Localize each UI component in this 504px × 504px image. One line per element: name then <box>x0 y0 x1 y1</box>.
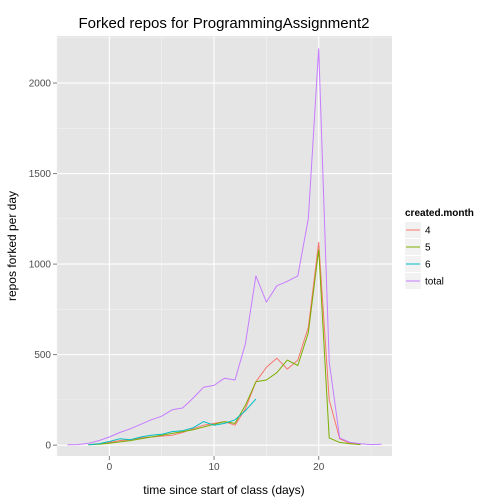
axis-ticks <box>53 82 320 460</box>
x-tick-labels: 0 10 20 <box>107 462 325 473</box>
legend: created.month 4 5 6 total <box>405 208 474 289</box>
plot-panel <box>57 36 392 456</box>
y-tick-label: 0 <box>45 441 51 452</box>
y-tick-label: 1500 <box>29 169 52 180</box>
y-tick-label: 1000 <box>29 260 52 271</box>
series-line-total <box>67 48 382 446</box>
y-tick-label: 500 <box>34 350 51 361</box>
grid-minor <box>56 36 392 456</box>
x-tick-label: 10 <box>208 462 220 473</box>
series-line-5 <box>88 249 361 446</box>
chart-title: Forked repos for ProgrammingAssignment2 <box>79 15 370 32</box>
x-axis-title: time since start of class (days) <box>143 483 304 497</box>
legend-title: created.month <box>405 208 474 219</box>
series-line-6 <box>88 398 257 446</box>
x-tick-label: 0 <box>107 462 113 473</box>
y-tick-labels: 0 500 1000 1500 2000 <box>29 79 52 452</box>
legend-label-4: 4 <box>425 226 431 237</box>
legend-label-6: 6 <box>425 260 431 271</box>
series-layer <box>67 48 382 446</box>
legend-label-total: total <box>425 277 444 288</box>
y-tick-label: 2000 <box>29 79 52 90</box>
grid-major <box>57 36 392 456</box>
legend-label-5: 5 <box>425 243 431 254</box>
x-tick-label: 20 <box>313 462 325 473</box>
y-axis-title: repos forked per day <box>5 191 19 301</box>
